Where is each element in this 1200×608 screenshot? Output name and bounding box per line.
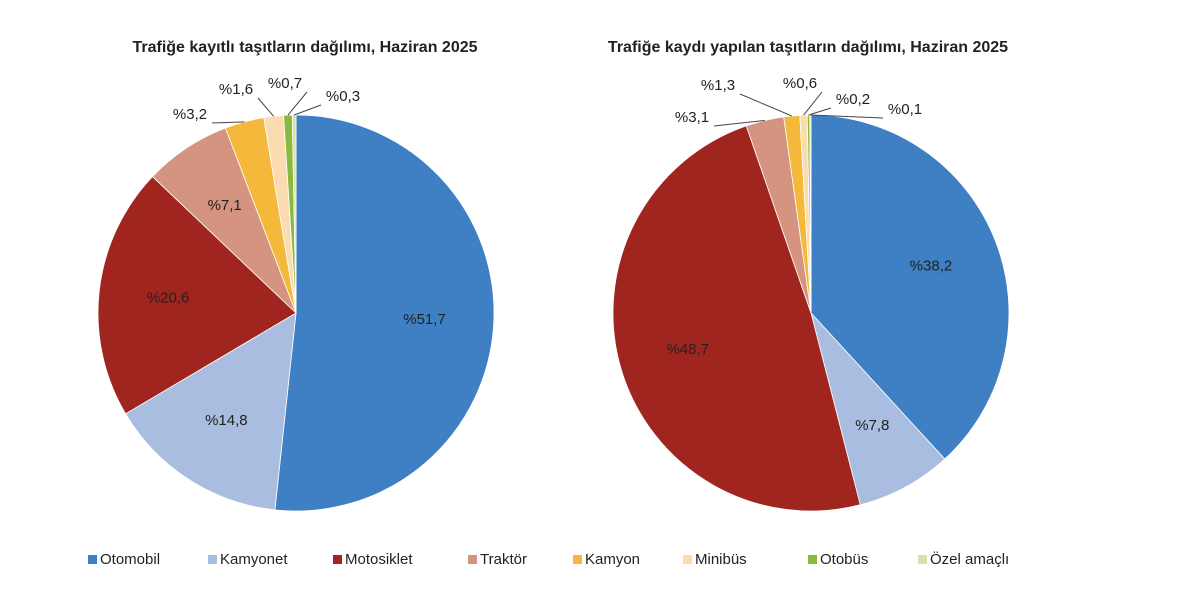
- legend-swatch: [88, 555, 97, 564]
- value-label: %1,6: [219, 81, 253, 98]
- value-label: %48,7: [666, 341, 709, 358]
- legend-swatch: [208, 555, 217, 564]
- value-label: %14,8: [205, 412, 248, 429]
- legend-label: Motosiklet: [345, 551, 413, 568]
- leader-line: [739, 93, 792, 117]
- chart-title: Trafiğe kaydı yapılan taşıtların dağılım…: [608, 39, 1008, 56]
- legend-label: Traktör: [480, 551, 527, 568]
- leader-line: [287, 91, 308, 116]
- pie-slice: [612, 125, 861, 512]
- legend-label: Kamyonet: [220, 551, 288, 568]
- leader-line: [293, 104, 322, 116]
- pie-slice: [274, 114, 495, 512]
- value-label: %51,7: [403, 311, 446, 328]
- legend-swatch: [918, 555, 927, 564]
- legend-swatch: [333, 555, 342, 564]
- pie-slice: [125, 312, 297, 511]
- value-label: %7,8: [855, 417, 889, 434]
- leader-line: [713, 119, 765, 127]
- legend-label: Özel amaçlı: [930, 550, 1009, 568]
- value-label: %0,6: [783, 75, 817, 92]
- legend-swatch: [573, 555, 582, 564]
- legend-label: Otomobil: [100, 551, 160, 568]
- value-label: %0,3: [326, 88, 360, 105]
- leader-line: [257, 97, 275, 117]
- leader-line: [808, 107, 832, 116]
- legend-label: Kamyon: [585, 551, 640, 568]
- value-label: %38,2: [910, 257, 953, 274]
- value-label: %0,1: [888, 101, 922, 118]
- pie-slice: [810, 114, 1010, 460]
- value-label: %3,2: [173, 106, 207, 123]
- value-label: %20,6: [147, 289, 190, 306]
- legend-swatch: [683, 555, 692, 564]
- leader-line: [803, 91, 823, 116]
- legend-swatch: [808, 555, 817, 564]
- legend-label: Otobüs: [820, 551, 868, 568]
- value-label: %1,3: [701, 77, 735, 94]
- legend-swatch: [468, 555, 477, 564]
- value-label: %7,1: [208, 197, 242, 214]
- value-label: %0,2: [836, 91, 870, 108]
- legend-label: Minibüs: [695, 551, 747, 568]
- chart-title: Trafiğe kayıtlı taşıtların dağılımı, Haz…: [132, 39, 477, 56]
- leader-line: [211, 121, 245, 124]
- value-label: %0,7: [268, 75, 302, 92]
- leader-line: [810, 114, 884, 119]
- value-label: %3,1: [675, 109, 709, 126]
- pie-slice: [810, 312, 946, 506]
- pie-slice: [97, 175, 297, 415]
